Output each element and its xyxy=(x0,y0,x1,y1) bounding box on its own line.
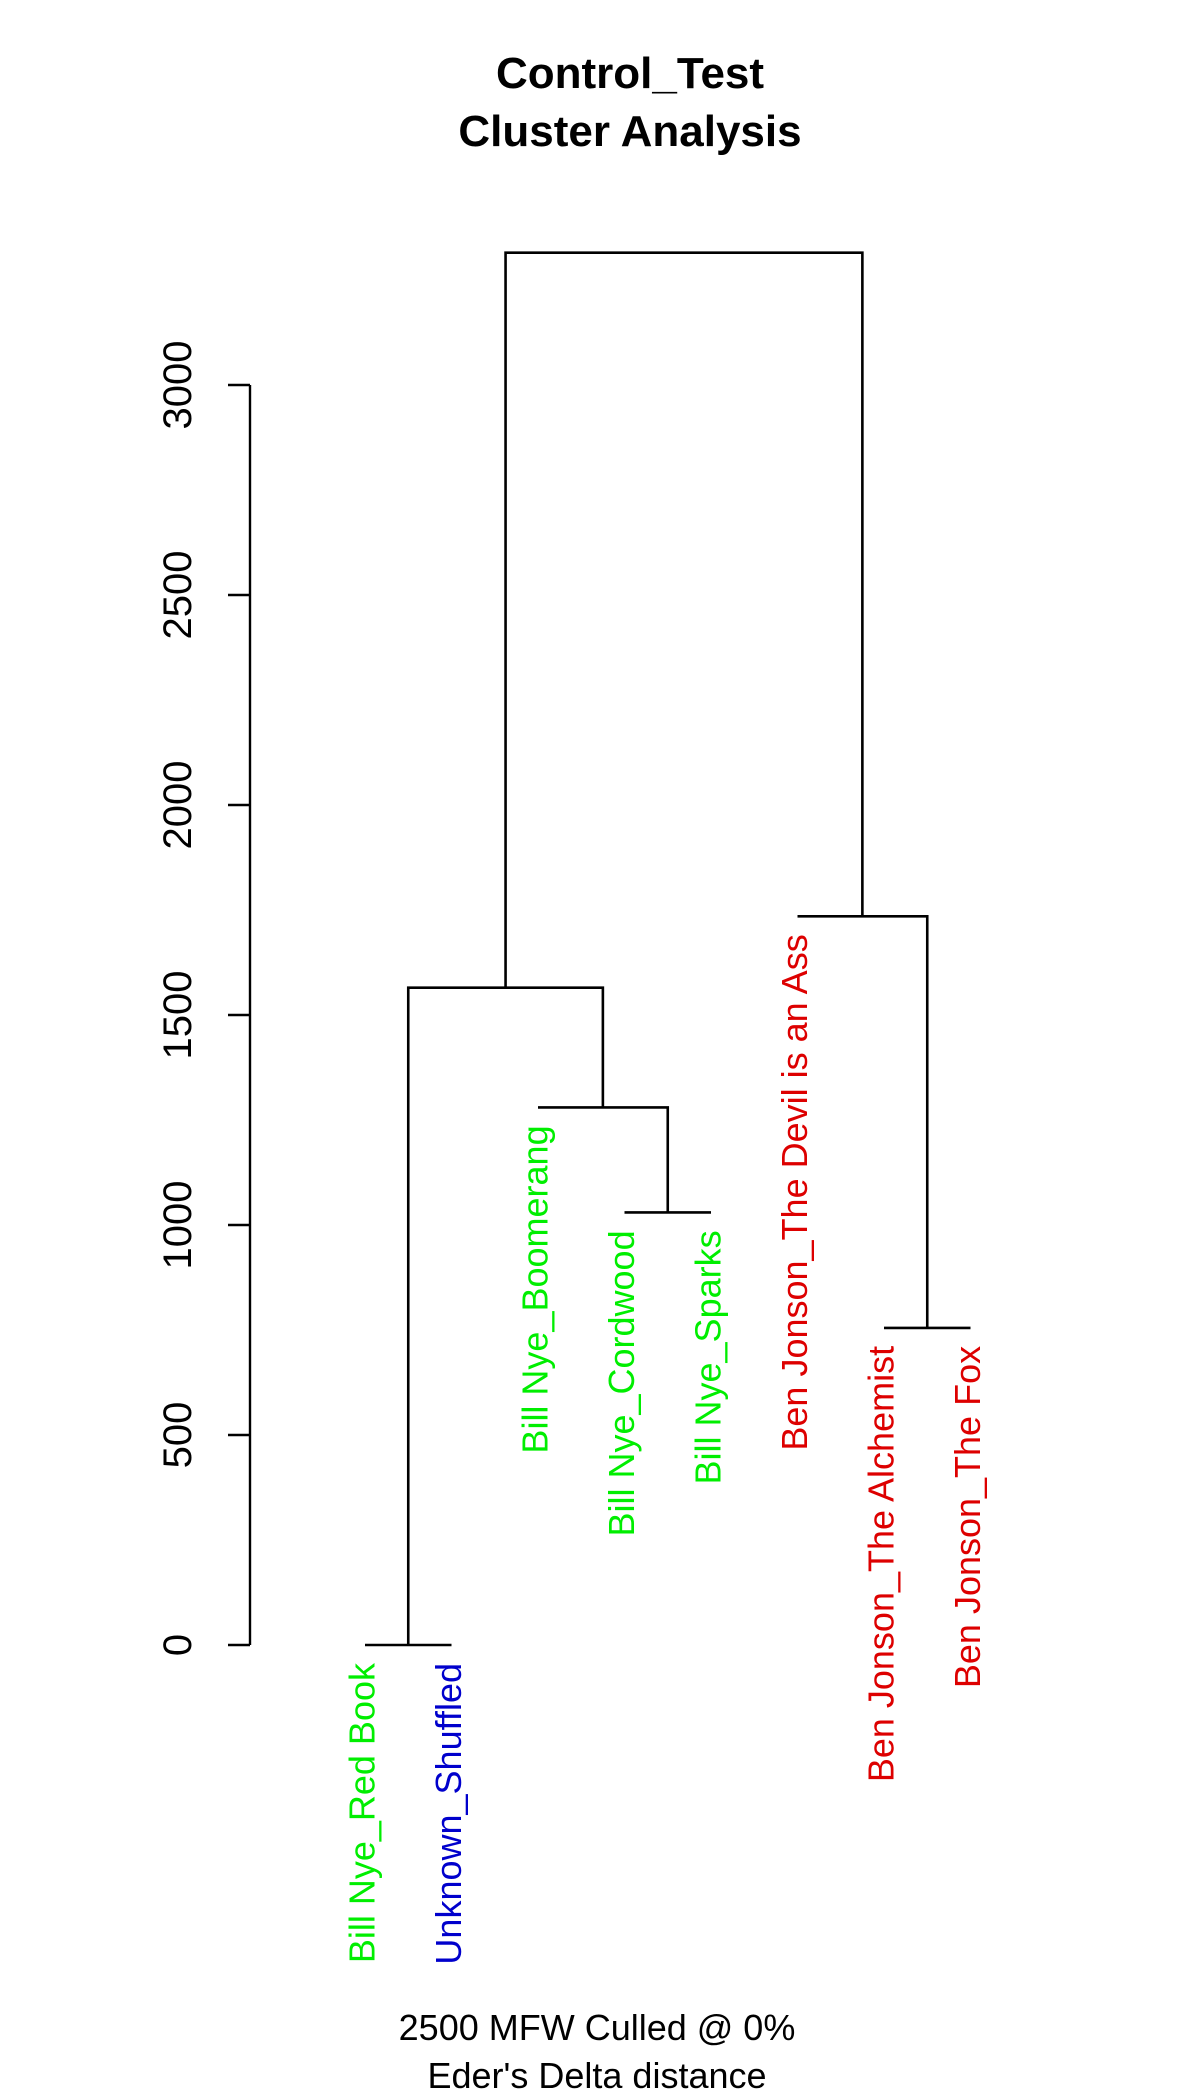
leaf-label: Ben Jonson_The Devil is an Ass xyxy=(774,934,815,1450)
chart-title-line-2: Cluster Analysis xyxy=(458,107,801,156)
leaf-label: Ben Jonson_The Alchemist xyxy=(861,1346,902,1782)
y-tick-label: 2500 xyxy=(156,551,200,640)
y-tick-label: 2000 xyxy=(156,761,200,850)
y-tick-label: 1500 xyxy=(156,971,200,1060)
chart-caption-line-1: 2500 MFW Culled @ 0% xyxy=(399,2007,796,2048)
leaf-label: Bill Nye_Red Book xyxy=(342,1662,383,1963)
leaf-label: Ben Jonson_The Fox xyxy=(947,1346,988,1688)
y-tick-label: 3000 xyxy=(156,341,200,430)
leaf-label: Bill Nye_Boomerang xyxy=(515,1125,556,1453)
dendrogram-branch xyxy=(406,986,605,1645)
y-tick-label: 1000 xyxy=(156,1181,200,1270)
leaf-labels: Bill Nye_Red Book Unknown_Shuffled Bill Ny… xyxy=(342,934,989,1964)
leaf-label: Unknown_Shuffled xyxy=(428,1663,469,1965)
y-tick-label: 0 xyxy=(156,1634,200,1656)
leaf-label: Bill Nye_Cordwood xyxy=(601,1230,642,1536)
chart-title-line-1: Control_Test xyxy=(496,49,764,98)
dendrogram-branch xyxy=(797,915,929,1328)
leaf-label: Bill Nye_Sparks xyxy=(688,1230,729,1484)
dendrogram-branches xyxy=(365,251,971,1647)
y-tick-label: 500 xyxy=(156,1402,200,1469)
chart-caption-line-2: Eder's Delta distance xyxy=(427,2055,766,2096)
dendrogram-branch xyxy=(504,251,864,988)
dendrogram-branch xyxy=(538,1106,670,1213)
y-axis: 0 500 1000 1500 2000 2500 3000 xyxy=(156,341,252,1656)
